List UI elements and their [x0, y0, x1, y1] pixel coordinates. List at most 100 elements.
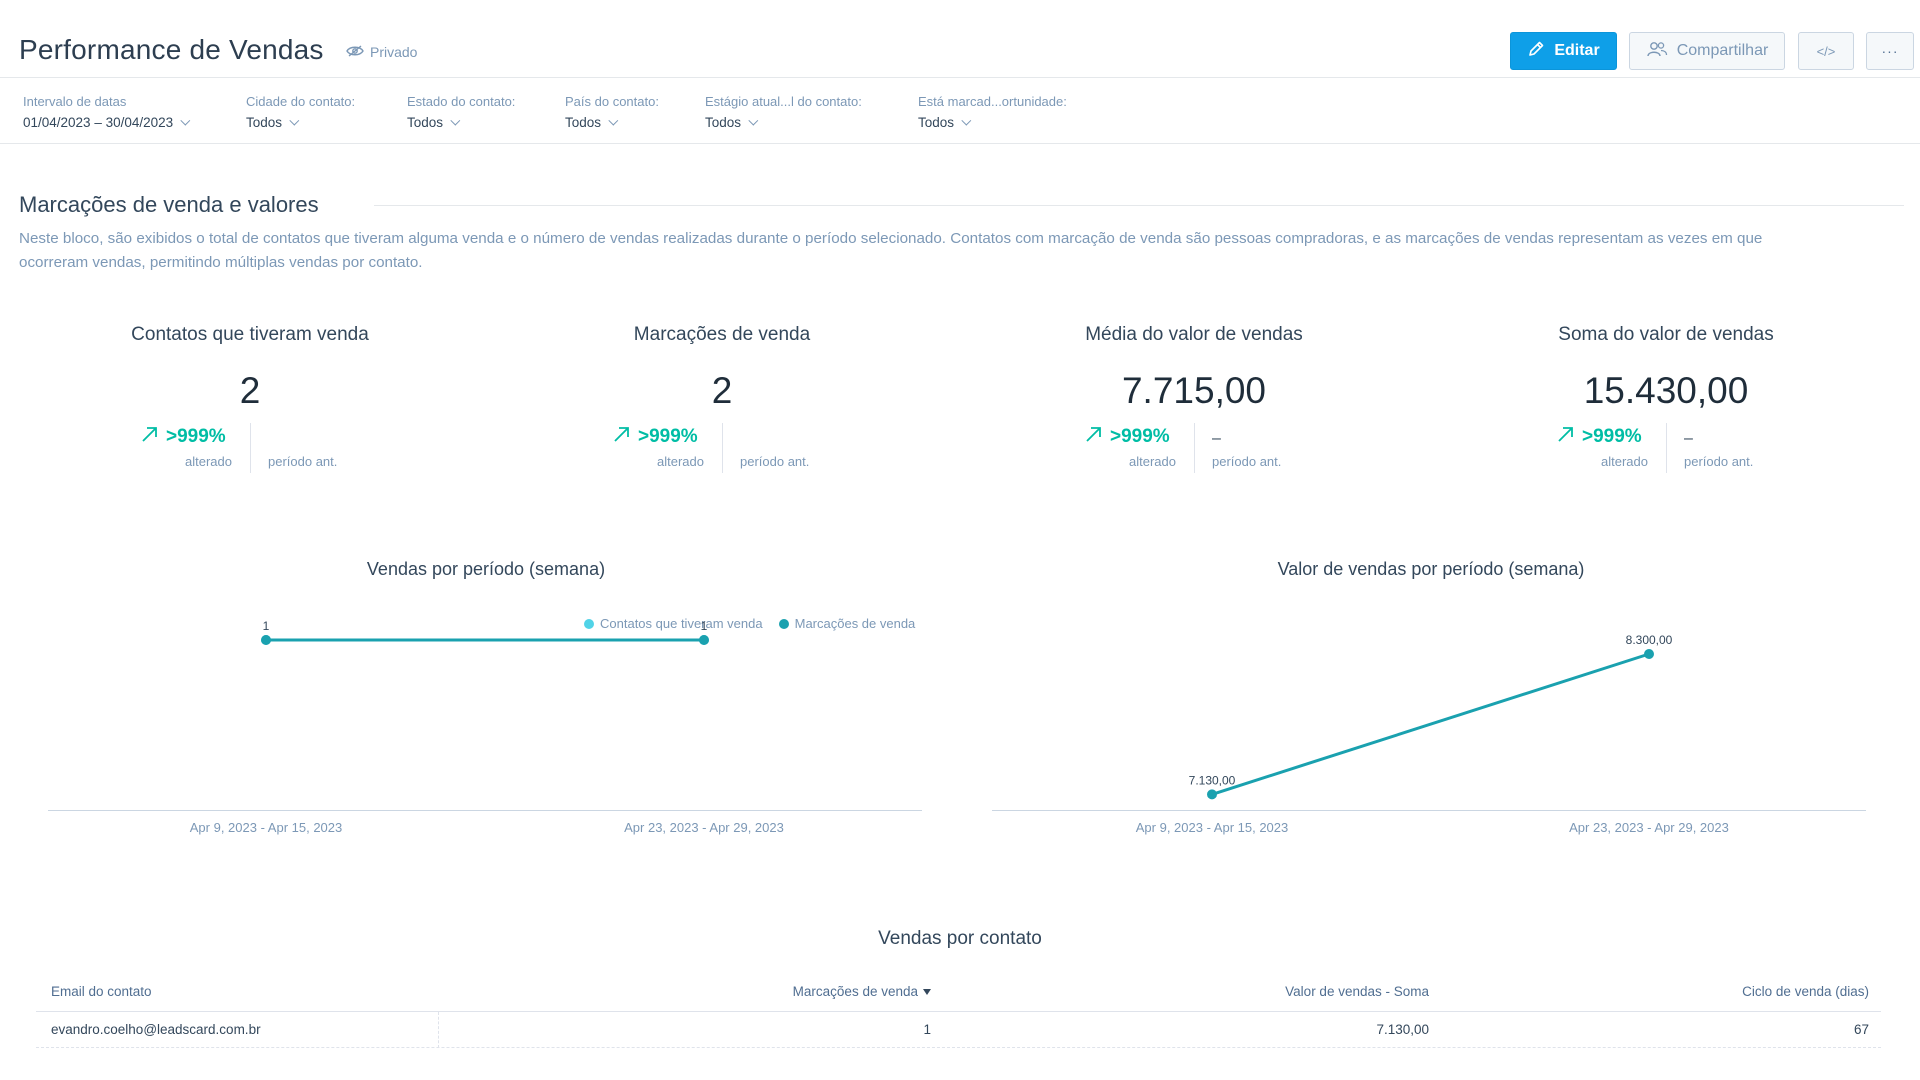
legend-swatch [778, 618, 789, 629]
kpi-divider [1194, 423, 1195, 473]
chart-title-sales-per-week: Vendas por período (semana) [366, 559, 606, 579]
kpi-change-label: alterado [185, 454, 232, 469]
chart-legend: Contatos que tiveram venda Marcações de … [584, 616, 915, 631]
kpi-change: >999% [612, 424, 698, 450]
kpi-change-value: >999% [638, 426, 698, 447]
filter-label: Estágio atual...l do contato: [705, 94, 862, 109]
kpi-previous-label: período ant. [1212, 454, 1282, 469]
filter-bar: Intervalo de datas 01/04/2023 – 30/04/20… [0, 78, 1920, 144]
page-title: Performance de Vendas [19, 34, 324, 65]
data-point [261, 635, 271, 645]
filter-value: Todos [407, 115, 444, 130]
column-header-sales-sum[interactable]: Valor de vendas - Soma [1285, 984, 1429, 999]
kpi-change: >999% [140, 424, 226, 450]
data-point [699, 635, 709, 645]
filter-label: Está marcad...ortunidade: [918, 94, 1067, 109]
legend-swatch [584, 618, 594, 629]
x-tick-label: Apr 9, 2023 - Apr 15, 2023 [190, 820, 343, 835]
column-separator [438, 1012, 439, 1048]
filter-contact-city[interactable]: Cidade do contato: Todos [246, 94, 355, 132]
edit-button[interactable]: Editar [1510, 32, 1617, 70]
section-divider [374, 205, 1904, 206]
cell-sales-cycle: 67 [1853, 1022, 1869, 1037]
kpi-value: 7.715,00 [1121, 370, 1267, 411]
ellipsis-icon: ··· [1881, 43, 1899, 59]
kpi-change: >999% [1084, 424, 1170, 450]
arrow-up-right-icon [1556, 424, 1576, 450]
kpi-change-value: >999% [1582, 426, 1642, 447]
legend-label: Contatos que tiveram venda [600, 616, 763, 631]
filter-label: Estado do contato: [407, 94, 516, 109]
share-button-label: Compartilhar [1676, 42, 1769, 59]
table-row: evandro.coelho@leadscard.com.br 1 7.130,… [36, 1012, 1881, 1048]
kpi-value: 2 [239, 370, 261, 411]
legend-item-contacts[interactable]: Contatos que tiveram venda [584, 616, 763, 631]
column-header-sales-cycle[interactable]: Ciclo de venda (dias) [1742, 984, 1869, 999]
code-icon: </> [1816, 43, 1836, 59]
pencil-icon [1527, 40, 1545, 63]
column-header-sales-marks[interactable]: Marcações de venda [793, 984, 931, 999]
kpi-change: >999% [1556, 424, 1642, 450]
table-title: Vendas por contato [878, 928, 1042, 949]
kpi-previous-label: período ant. [268, 454, 338, 469]
kpi-divider [1666, 423, 1667, 473]
report-header: Performance de Vendas Privado Editar Com… [0, 0, 1920, 78]
data-label: 1 [701, 619, 708, 633]
kpi-sales-marks: Marcações de venda 2 >999% alterado perí… [486, 324, 958, 484]
section-description: Neste bloco, são exibidos o total de con… [19, 230, 1763, 271]
cell-sales-sum: 7.130,00 [1376, 1022, 1429, 1037]
kpi-total-sales-value: Soma do valor de vendas 15.430,00 >999% … [1430, 324, 1902, 484]
sort-descending-icon [923, 989, 931, 996]
share-button[interactable]: Compartilhar [1629, 32, 1785, 70]
privacy-indicator[interactable]: Privado [346, 44, 417, 60]
kpi-change-label: alterado [1129, 454, 1176, 469]
x-tick-label: Apr 23, 2023 - Apr 29, 2023 [624, 820, 784, 835]
column-header-label: Marcações de venda [792, 984, 918, 999]
kpi-value: 15.430,00 [1583, 370, 1749, 411]
filter-value: Todos [705, 115, 742, 130]
arrow-up-right-icon [612, 424, 632, 450]
filter-contact-country[interactable]: País do contato: Todos [565, 94, 659, 132]
filter-date-range[interactable]: Intervalo de datas 01/04/2023 – 30/04/20… [23, 94, 191, 132]
table-header: Email do contato Marcações de venda Valo… [36, 972, 1881, 1012]
edit-button-label: Editar [1554, 42, 1600, 59]
kpi-previous-value: – [1212, 430, 1221, 447]
kpi-value: 2 [711, 370, 733, 411]
filter-lifecycle-stage[interactable]: Estágio atual...l do contato: Todos [705, 94, 862, 132]
arrow-up-right-icon [140, 424, 160, 450]
kpi-change-value: >999% [1110, 426, 1170, 447]
kpi-label: Média do valor de vendas [1085, 324, 1303, 345]
filter-label: Intervalo de datas [23, 94, 127, 109]
arrow-up-right-icon [1084, 424, 1104, 450]
kpi-change-label: alterado [657, 454, 704, 469]
filter-contact-state[interactable]: Estado do contato: Todos [407, 94, 515, 132]
legend-label: Marcações de venda [794, 616, 916, 631]
kpi-label: Marcações de venda [633, 324, 811, 345]
sales-per-contact-table: Email do contato Marcações de venda Valo… [36, 972, 1881, 1048]
kpi-previous-label: período ant. [740, 454, 810, 469]
data-label: 1 [263, 619, 270, 633]
filter-value: Todos [918, 115, 955, 130]
chart-title-sales-value-per-week: Valor de vendas por período (semana) [1277, 559, 1585, 579]
kpi-previous-value: – [1684, 430, 1693, 447]
embed-code-button[interactable]: </> [1798, 32, 1854, 70]
kpi-divider [722, 423, 723, 473]
kpi-label: Contatos que tiveram venda [131, 324, 369, 345]
filter-value: Todos [246, 115, 283, 130]
users-icon [1646, 41, 1668, 62]
section-title: Marcações de venda e valores [19, 192, 319, 217]
column-header-email[interactable]: Email do contato [51, 984, 152, 999]
filter-opportunity[interactable]: Está marcad...ortunidade: Todos [918, 94, 1067, 132]
filter-label: Cidade do contato: [246, 94, 356, 109]
legend-item-sales-marks[interactable]: Marcações de venda [778, 616, 916, 631]
cell-sales-marks: 1 [923, 1022, 931, 1037]
eye-slash-icon [346, 44, 364, 60]
kpi-change-value: >999% [166, 426, 226, 447]
kpi-change-label: alterado [1601, 454, 1648, 469]
kpi-label: Soma do valor de vendas [1558, 324, 1774, 345]
filter-value: Todos [565, 115, 602, 130]
kpi-previous-label: período ant. [1684, 454, 1754, 469]
more-actions-button[interactable]: ··· [1866, 32, 1914, 70]
filter-label: País do contato: [565, 94, 659, 109]
